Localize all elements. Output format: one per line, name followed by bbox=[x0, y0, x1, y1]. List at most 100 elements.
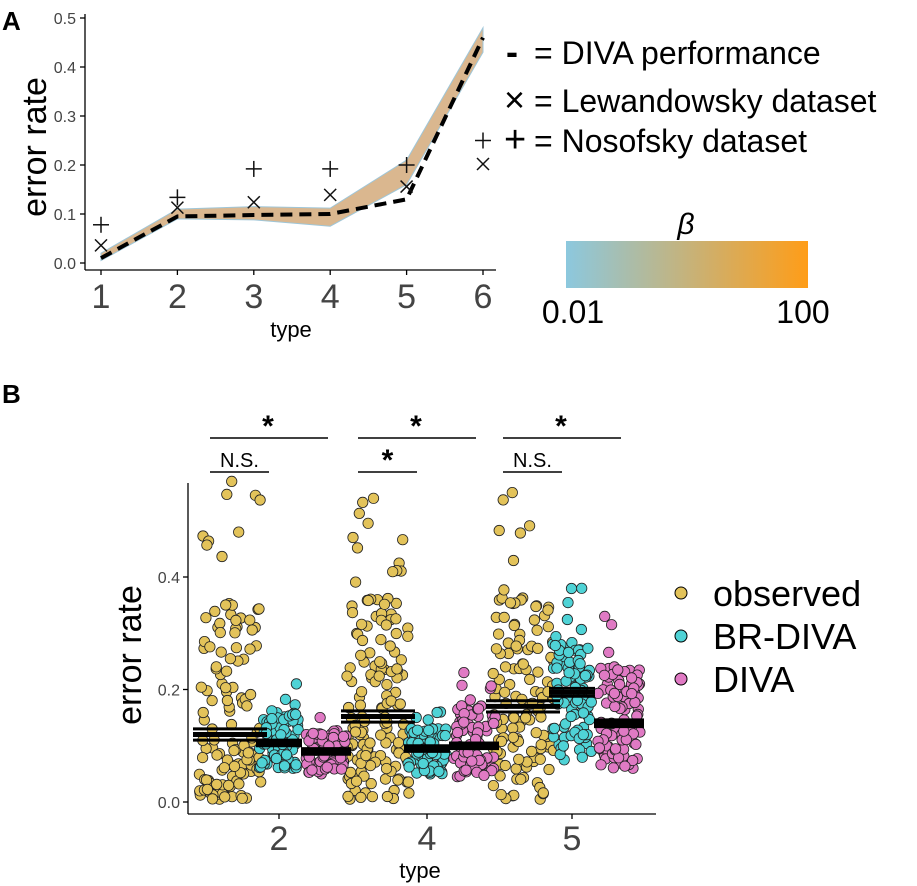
panel-a-x-axis-title: type bbox=[270, 317, 312, 342]
panel-b-x-axis-title: type bbox=[399, 858, 441, 883]
observation-point bbox=[223, 779, 235, 792]
observation-point bbox=[565, 710, 577, 723]
observation-point bbox=[562, 596, 574, 609]
observation-point bbox=[630, 738, 642, 751]
observation-point bbox=[575, 623, 588, 636]
significance-group: ** bbox=[358, 410, 476, 477]
observation-point bbox=[195, 681, 207, 693]
observation-point bbox=[390, 597, 402, 610]
legend-label-observed: observed bbox=[713, 573, 861, 614]
observation-point bbox=[355, 618, 368, 630]
lewandowsky-point bbox=[247, 195, 261, 209]
observation-point bbox=[335, 763, 348, 775]
observation-point bbox=[290, 759, 302, 771]
observation-point bbox=[417, 757, 429, 770]
observation-point bbox=[458, 666, 470, 679]
legend-dot-diva bbox=[674, 672, 688, 686]
observation-point bbox=[431, 706, 443, 719]
observation-point bbox=[411, 724, 424, 736]
observation-point bbox=[579, 670, 592, 682]
legend-symbol-lewandowsky: × bbox=[504, 79, 525, 120]
nosofsky-point bbox=[93, 216, 109, 233]
b-xtick-label: 2 bbox=[270, 820, 289, 858]
observation-point bbox=[532, 642, 544, 655]
observation-point bbox=[373, 670, 385, 682]
observation-point bbox=[534, 753, 546, 765]
observation-point bbox=[478, 769, 490, 782]
mean-se-bar bbox=[594, 718, 644, 729]
observation-point bbox=[233, 526, 245, 538]
observation-point bbox=[402, 776, 414, 788]
colorbar-max-label: 100 bbox=[776, 294, 829, 330]
observation-point bbox=[599, 610, 611, 623]
observation-point bbox=[220, 682, 232, 694]
observation-point bbox=[367, 492, 380, 504]
observation-point bbox=[353, 507, 365, 520]
observation-point bbox=[201, 783, 213, 796]
observation-point bbox=[266, 712, 278, 725]
observation-point bbox=[204, 641, 216, 653]
observation-point bbox=[626, 687, 638, 700]
a-xtick-label: 2 bbox=[168, 278, 187, 316]
observation-point bbox=[289, 708, 302, 721]
legend-label-diva: DIVA bbox=[713, 659, 794, 700]
observation-point bbox=[354, 699, 366, 711]
observation-point bbox=[214, 626, 226, 639]
legend-symbol-nosofsky: + bbox=[504, 119, 526, 161]
a-ytick-label: 0.5 bbox=[54, 11, 76, 28]
observation-point bbox=[525, 745, 538, 758]
observation-point bbox=[498, 611, 510, 624]
b-ytick-label: 0.2 bbox=[158, 683, 180, 700]
panel-b-y-axis-title: error rate bbox=[111, 585, 149, 725]
observation-point bbox=[607, 762, 620, 774]
mean-se-bar bbox=[404, 744, 450, 753]
observation-point bbox=[524, 673, 536, 686]
panel-a-label: A bbox=[2, 6, 21, 36]
observation-point bbox=[197, 751, 209, 764]
legend-text-lewandowsky: = Lewandowsky dataset bbox=[534, 83, 877, 119]
observation-point bbox=[499, 661, 512, 673]
observation-point bbox=[256, 757, 268, 769]
observation-point bbox=[236, 792, 248, 804]
observation-point bbox=[351, 542, 364, 554]
observation-point bbox=[508, 712, 520, 724]
observation-point bbox=[506, 486, 518, 499]
observation-point bbox=[233, 778, 245, 790]
observation-point bbox=[226, 475, 238, 487]
observation-point bbox=[380, 619, 392, 631]
observation-point bbox=[306, 764, 318, 776]
observation-point bbox=[215, 646, 227, 658]
observation-point bbox=[497, 494, 509, 506]
observation-point bbox=[307, 727, 319, 740]
observation-point bbox=[381, 790, 393, 803]
observation-point bbox=[209, 605, 221, 618]
observation-point bbox=[563, 667, 575, 679]
observation-point bbox=[537, 787, 549, 799]
observation-point bbox=[548, 722, 561, 735]
observation-point bbox=[510, 640, 522, 652]
observation-point bbox=[530, 600, 542, 613]
a-ytick-label: 0.0 bbox=[54, 256, 76, 273]
observation-point bbox=[321, 761, 333, 773]
observation-point bbox=[230, 642, 242, 654]
observation-point bbox=[523, 520, 536, 532]
observation-point bbox=[598, 669, 611, 681]
observation-point bbox=[577, 729, 589, 741]
observation-point bbox=[562, 646, 575, 659]
observation-point bbox=[365, 777, 377, 790]
lewandowsky-point bbox=[323, 188, 337, 202]
mean-se-bar bbox=[341, 709, 415, 724]
observation-point bbox=[378, 598, 391, 610]
a-ytick-label: 0.4 bbox=[54, 60, 76, 77]
observation-point bbox=[246, 624, 258, 636]
observation-point bbox=[392, 774, 404, 786]
a-ytick-label: 0.2 bbox=[54, 158, 76, 175]
observation-point bbox=[609, 743, 622, 755]
colorbar-gradient bbox=[566, 241, 808, 288]
observation-point bbox=[514, 527, 527, 539]
observation-point bbox=[625, 672, 638, 684]
observation-point bbox=[458, 716, 470, 728]
observation-point bbox=[392, 737, 405, 749]
significance-label-diva: * bbox=[410, 410, 422, 443]
